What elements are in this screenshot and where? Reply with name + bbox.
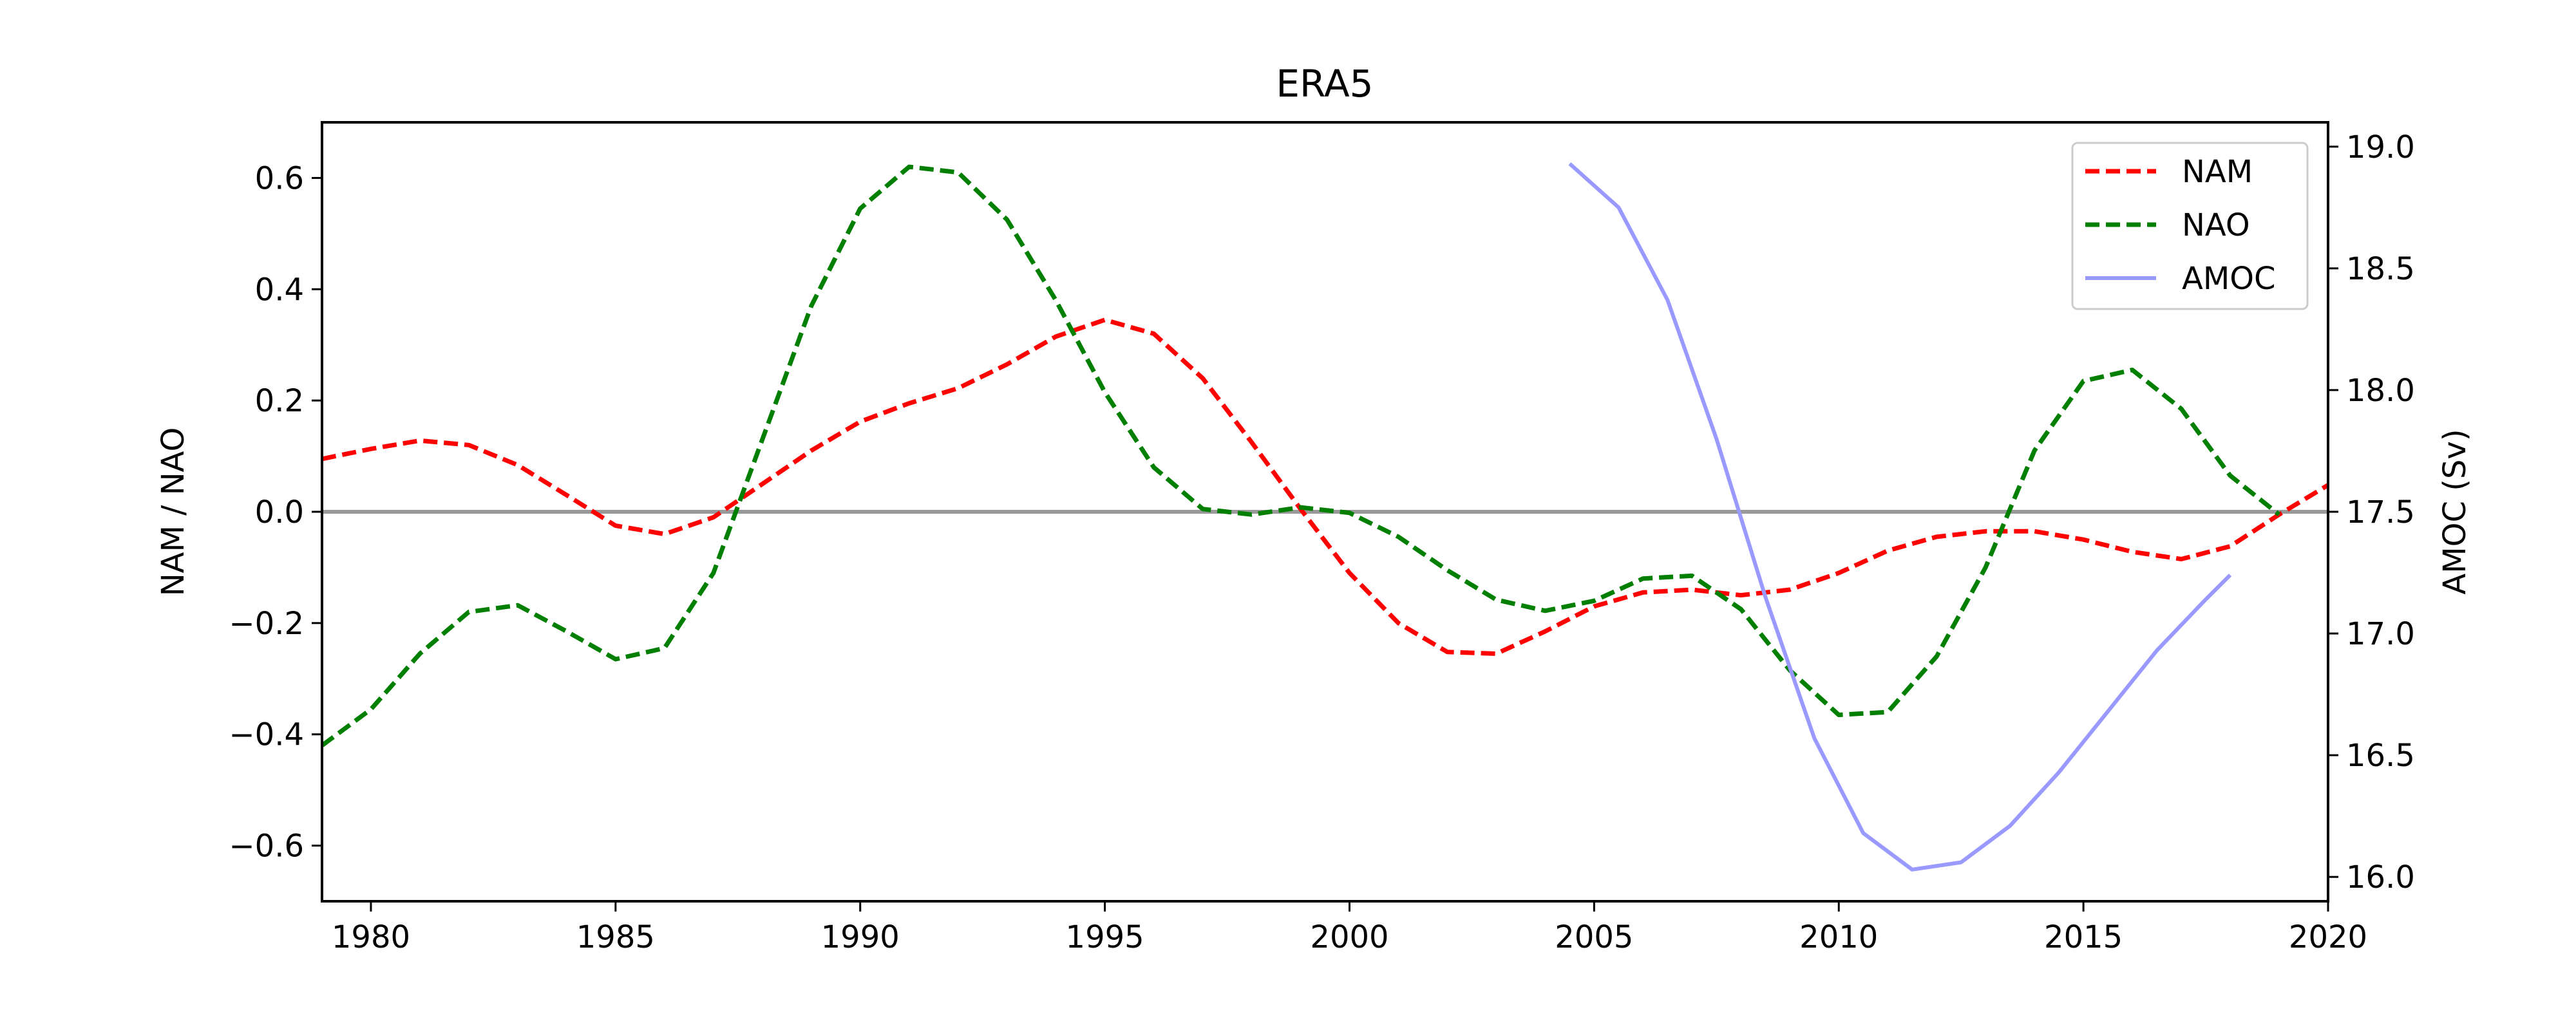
y-axis-right: 16.0 16.5 17.0 17.5 18.0 18.5 19.0 <box>2328 129 2415 895</box>
x-tick-label: 1995 <box>1066 919 1144 955</box>
chart-title: ERA5 <box>1276 62 1373 106</box>
y-axis-left: −0.6 −0.4 −0.2 0.0 0.2 0.4 0.6 <box>229 160 322 865</box>
y-tick-label-right: 16.5 <box>2346 738 2415 774</box>
y-tick-label-left: 0.4 <box>255 272 304 308</box>
x-tick-label: 2010 <box>1799 919 1878 955</box>
series-line-nao <box>320 164 2281 747</box>
series-line-amoc <box>1568 162 2232 872</box>
legend-label-nam: NAM <box>2182 154 2253 190</box>
series-line-nam <box>321 317 2329 656</box>
legend-box <box>2071 142 2309 310</box>
y-tick-label-right: 19.0 <box>2346 129 2415 165</box>
x-axis: 1980 1985 1990 1995 2000 2005 2010 2015 2020 <box>332 901 2367 955</box>
y-axis-label-right: AMOC (Sv) <box>2437 429 2473 594</box>
y-tick-label-left: −0.6 <box>229 829 304 865</box>
x-tick-label: 1980 <box>332 919 410 955</box>
legend-label-nao: NAO <box>2182 207 2250 243</box>
x-tick-label: 2015 <box>2044 919 2123 955</box>
plot-area <box>320 162 2329 872</box>
y-tick-label-right: 16.0 <box>2346 859 2415 895</box>
y-tick-label-left: 0.0 <box>255 494 304 530</box>
x-tick-label: 1985 <box>576 919 655 955</box>
y-tick-label-left: 0.2 <box>255 383 304 419</box>
y-tick-label-right: 17.5 <box>2346 494 2415 530</box>
y-tick-label-right: 18.5 <box>2346 251 2415 287</box>
x-tick-label: 2005 <box>1555 919 1633 955</box>
y-axis-label-left: NAM / NAO <box>155 427 191 597</box>
x-tick-label: 2020 <box>2289 919 2367 955</box>
y-tick-label-left: 0.6 <box>255 160 304 196</box>
y-tick-label-right: 18.0 <box>2346 373 2415 409</box>
y-tick-label-left: −0.2 <box>229 606 304 642</box>
legend-label-amoc: AMOC <box>2182 261 2276 297</box>
y-tick-label-left: −0.4 <box>229 717 304 753</box>
legend: NAM NAO AMOC <box>2071 142 2309 310</box>
y-tick-label-right: 17.0 <box>2346 616 2415 652</box>
x-tick-label: 2000 <box>1310 919 1388 955</box>
x-tick-label: 1990 <box>821 919 900 955</box>
